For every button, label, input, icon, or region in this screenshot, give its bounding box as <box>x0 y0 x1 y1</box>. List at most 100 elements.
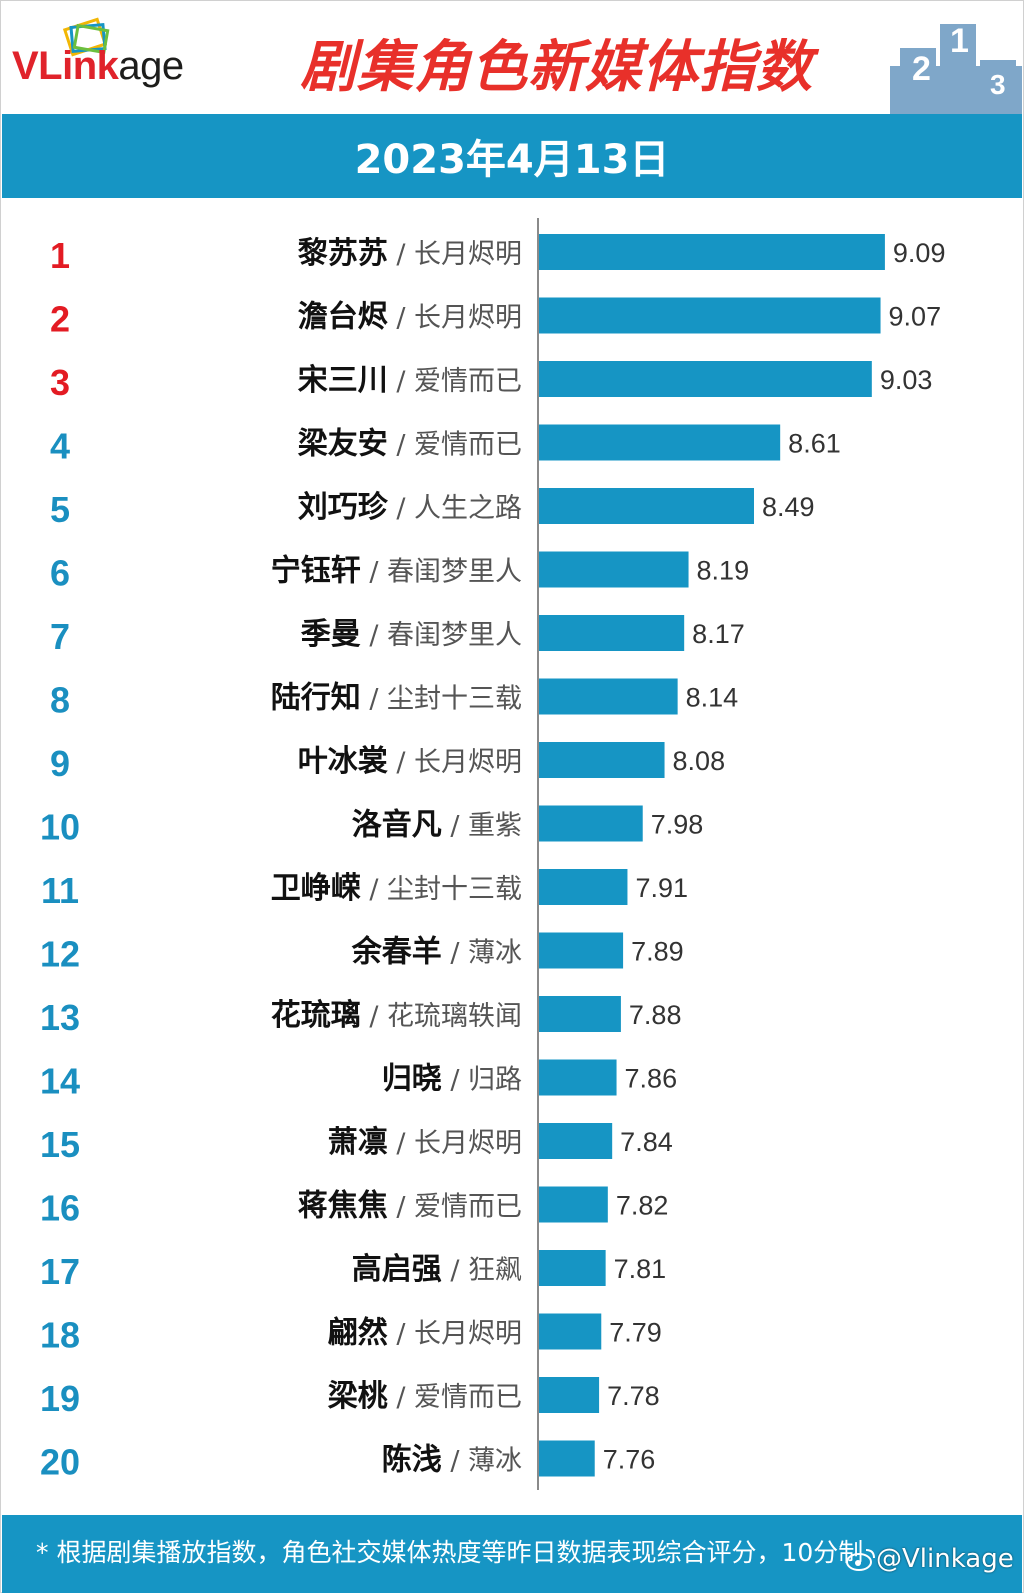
character-name: 洛音凡 <box>352 808 442 843</box>
category-label: 宁钰轩 / 春闺梦里人 <box>271 554 522 589</box>
rank-label: 6 <box>50 553 70 594</box>
category-label: 归晓 / 归路 <box>382 1062 522 1097</box>
rank-label: 12 <box>40 934 80 975</box>
chart-row: 15 萧凛 / 长月烬明 7.84 <box>40 1123 673 1165</box>
value-label: 8.19 <box>697 556 750 586</box>
drama-title: / 爱情而已 <box>388 1382 522 1413</box>
vlinkage-logo-mark <box>62 17 110 57</box>
chart-row: 2 澹台烬 / 长月烬明 9.07 <box>50 297 941 340</box>
category-label: 宋三川 / 爱情而已 <box>298 363 522 398</box>
category-label: 梁桃 / 爱情而已 <box>328 1379 522 1414</box>
value-label: 7.78 <box>607 1381 660 1411</box>
category-label: 陈浅 / 薄冰 <box>382 1443 522 1478</box>
value-label: 7.91 <box>635 873 688 903</box>
chart-row: 8 陆行知 / 尘封十三载 8.14 <box>50 678 738 721</box>
chart-row: 18 翩然 / 长月烬明 7.79 <box>40 1313 662 1356</box>
drama-title: / 爱情而已 <box>388 430 522 461</box>
value-label: 8.08 <box>673 746 726 776</box>
rank-label: 3 <box>50 362 70 403</box>
svg-text:2: 2 <box>912 50 931 88</box>
drama-title: / 长月烬明 <box>388 303 522 334</box>
drama-title: / 长月烬明 <box>388 1319 522 1350</box>
character-name: 宋三川 <box>298 363 388 398</box>
value-bar <box>539 932 624 969</box>
value-bar <box>539 297 881 334</box>
value-bar <box>539 1313 602 1350</box>
rank-label: 4 <box>50 426 70 467</box>
category-label: 高启强 / 狂飙 <box>352 1252 522 1287</box>
drama-title: / 尘封十三载 <box>361 684 522 715</box>
value-label: 7.89 <box>631 937 684 967</box>
drama-title: / 重紫 <box>442 811 522 842</box>
rank-label: 5 <box>50 489 70 530</box>
footnote: * 根据剧集播放指数，角色社交媒体热度等昨日数据表现综合评分，10分制 <box>36 1538 864 1567</box>
value-label: 7.98 <box>651 810 704 840</box>
drama-title: / 春闺梦里人 <box>361 557 522 588</box>
value-bar <box>539 1440 595 1477</box>
chart-row: 20 陈浅 / 薄冰 7.76 <box>40 1440 656 1483</box>
character-name: 梁友安 <box>298 427 388 462</box>
value-label: 7.76 <box>603 1445 656 1475</box>
chart-row: 3 宋三川 / 爱情而已 9.03 <box>50 361 932 403</box>
drama-title: / 爱情而已 <box>388 1192 522 1223</box>
category-label: 叶冰裳 / 长月烬明 <box>298 744 522 779</box>
character-name: 卫峥嵘 <box>271 871 361 906</box>
character-name: 宁钰轩 <box>271 554 361 589</box>
weibo-watermark: @Vlinkage <box>876 1544 1014 1574</box>
value-bar <box>539 488 754 524</box>
value-label: 7.81 <box>614 1254 667 1284</box>
character-name: 高启强 <box>352 1252 442 1287</box>
vlinkage-logo: VLinkage <box>12 46 184 86</box>
date-banner: 2023年4月13日 <box>2 114 1022 198</box>
value-bar <box>539 1186 608 1223</box>
drama-title: / 爱情而已 <box>388 366 522 397</box>
character-name: 花琉璃 <box>271 998 361 1033</box>
category-label: 陆行知 / 尘封十三载 <box>271 681 522 716</box>
rank-label: 7 <box>50 616 70 657</box>
category-label: 季曼 / 春闺梦里人 <box>301 617 522 652</box>
value-label: 7.88 <box>629 1000 682 1030</box>
value-label: 7.86 <box>625 1064 678 1094</box>
rank-label: 17 <box>40 1251 80 1292</box>
chart-row: 9 叶冰裳 / 长月烬明 8.08 <box>50 742 725 784</box>
category-label: 蒋焦焦 / 爱情而已 <box>298 1189 522 1224</box>
drama-title: / 归路 <box>442 1065 522 1096</box>
value-bar <box>539 1059 617 1096</box>
character-name: 陈浅 <box>382 1443 442 1478</box>
drama-title: / 长月烬明 <box>388 1128 522 1159</box>
character-name: 蒋焦焦 <box>298 1189 388 1224</box>
rank-label: 13 <box>40 997 80 1038</box>
chart-row: 12 余春羊 / 薄冰 7.89 <box>40 932 684 975</box>
character-name: 归晓 <box>382 1062 442 1097</box>
value-bar <box>539 551 689 588</box>
character-name: 刘巧珍 <box>298 490 389 525</box>
rank-label: 2 <box>50 299 70 340</box>
chart-row: 17 高启强 / 狂飙 7.81 <box>40 1250 666 1292</box>
chart-row: 10 洛音凡 / 重紫 7.98 <box>40 805 704 848</box>
podium-icon: 2 1 3 <box>890 22 1022 114</box>
rank-label: 16 <box>40 1188 80 1229</box>
rank-label: 1 <box>50 235 70 276</box>
drama-title: / 人生之路 <box>388 493 522 524</box>
value-bar <box>539 1250 606 1286</box>
character-name: 萧凛 <box>328 1125 388 1160</box>
value-bar <box>539 742 665 778</box>
drama-title: / 狂飙 <box>442 1255 522 1286</box>
page-title: 剧集角色新媒体指数 <box>300 35 813 100</box>
rank-label: 15 <box>40 1124 80 1165</box>
value-bar <box>539 424 781 461</box>
value-bar <box>539 234 885 270</box>
character-name: 叶冰裳 <box>298 744 389 779</box>
footer-bar <box>2 1515 1022 1593</box>
value-bar <box>539 615 685 651</box>
chart-row: 5 刘巧珍 / 人生之路 8.49 <box>50 488 815 530</box>
category-label: 萧凛 / 长月烬明 <box>328 1125 522 1160</box>
value-label: 7.84 <box>620 1127 673 1157</box>
category-label: 澹台烬 / 长月烬明 <box>298 300 522 335</box>
chart-row: 7 季曼 / 春闺梦里人 8.17 <box>50 615 745 657</box>
chart-row: 19 梁桃 / 爱情而已 7.78 <box>40 1377 660 1419</box>
character-name: 黎苏苏 <box>298 236 388 271</box>
weibo-icon <box>846 1549 875 1571</box>
character-name: 翩然 <box>328 1316 388 1351</box>
value-bar <box>539 678 678 715</box>
